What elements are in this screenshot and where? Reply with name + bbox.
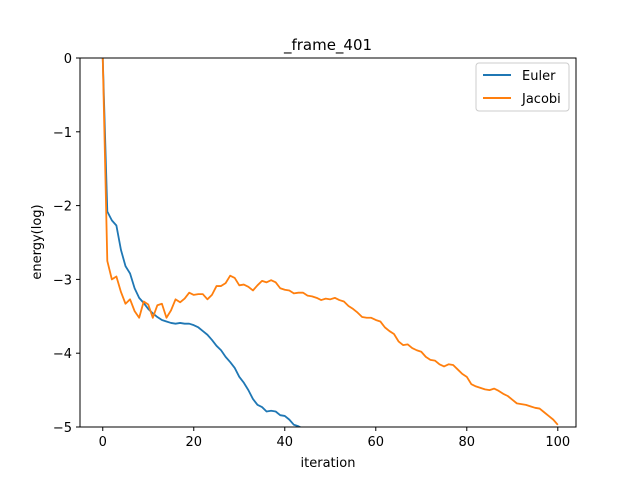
x-tick-label: 80 xyxy=(459,435,476,450)
y-tick-label: −1 xyxy=(53,126,72,141)
x-tick-label: 20 xyxy=(185,435,202,450)
legend-label-euler: Euler xyxy=(522,69,556,84)
chart-title: _frame_401 xyxy=(283,36,372,55)
plot-area xyxy=(80,58,576,427)
series-layer xyxy=(101,58,559,427)
ticks-layer: 0 20 40 60 80 100 0 −1 −2 −3 −4 −5 xyxy=(53,52,570,450)
y-tick-label: 0 xyxy=(64,52,72,67)
legend-label-jacobi: Jacobi xyxy=(521,92,561,107)
x-tick-label: 100 xyxy=(545,435,570,450)
y-tick-label: −4 xyxy=(53,347,72,362)
plot-frame xyxy=(79,57,577,428)
series-line-jacobi xyxy=(101,58,559,426)
x-tick-label: 60 xyxy=(368,435,385,450)
y-axis-label: energy(log) xyxy=(30,204,45,279)
legend: Euler Jacobi xyxy=(475,62,570,112)
series-line-euler xyxy=(101,58,302,427)
y-tick-label: −3 xyxy=(53,273,72,288)
y-tick-label: −5 xyxy=(53,421,72,436)
x-tick-label: 0 xyxy=(99,435,107,450)
y-tick-label: −2 xyxy=(53,200,72,215)
x-axis-label: iteration xyxy=(301,456,356,471)
x-tick-label: 40 xyxy=(276,435,293,450)
